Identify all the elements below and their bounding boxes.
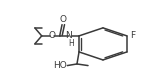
Text: HO: HO <box>53 61 67 70</box>
Text: F: F <box>130 31 136 40</box>
Text: H: H <box>68 39 74 48</box>
Text: O: O <box>49 31 56 40</box>
Text: O: O <box>59 15 66 24</box>
Text: N: N <box>65 31 71 40</box>
